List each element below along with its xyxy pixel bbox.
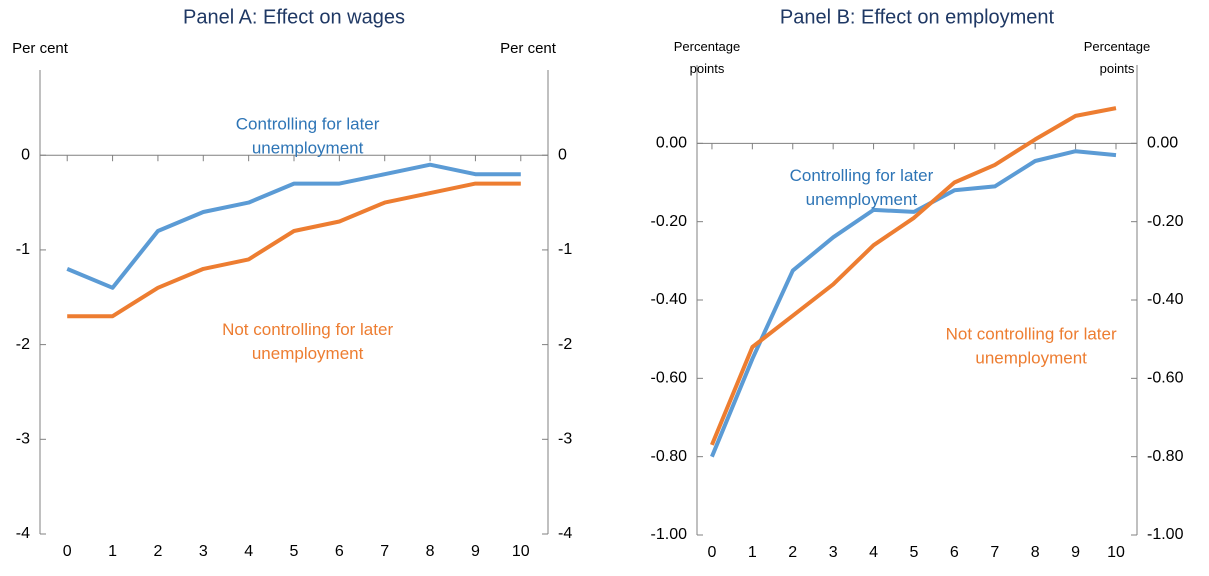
y-tick-label: -3 [16,431,30,448]
annotation: Controlling for later [790,166,934,185]
y-tick-label: 0.00 [656,135,687,152]
x-tick-label: 7 [380,543,389,560]
panel: Panel A: Effect on wages Per cent Per cent… [12,6,572,560]
x-tick-label: 10 [512,543,530,560]
x-tick-label: 9 [471,543,480,560]
x-tick-label: 4 [869,544,878,561]
y-axis-label: Per cent [12,40,69,57]
x-tick-label: 2 [153,543,162,560]
annotation: unemployment [252,344,364,363]
x-tick-label: 3 [829,544,838,561]
y2-tick-label: -1.00 [1147,526,1184,543]
x-tick-label: 0 [63,543,72,560]
x-tick-label: 6 [950,544,959,561]
y2-tick-label: -0.60 [1147,370,1184,387]
y2-tick-label: -4 [558,525,572,542]
y-tick-label: -4 [16,525,30,542]
annotation: Controlling for later [236,114,380,133]
series-line [67,181,521,319]
series-line [710,149,1117,458]
annotation: Not controlling for later [946,325,1117,344]
panel-title: Panel B: Effect on employment [780,6,1055,28]
y2-tick-label: -1 [558,241,572,258]
annotation: unemployment [975,349,1087,368]
series-line [710,106,1117,446]
x-tick-label: 8 [426,543,435,560]
x-tick-label: 6 [335,543,344,560]
panel-title: Panel A: Effect on wages [183,6,405,28]
y-tick-label: -0.60 [651,370,688,387]
y-tick-label: 0 [21,146,30,163]
panel: Panel B: Effect on employment Percentage p… [651,6,1184,561]
x-tick-label: 1 [108,543,117,560]
x-tick-label: 5 [290,543,299,560]
y2-tick-label: 0 [558,146,567,163]
annotation: unemployment [252,138,364,157]
x-tick-label: 5 [910,544,919,561]
x-tick-label: 7 [990,544,999,561]
x-tick-label: 3 [199,543,208,560]
y-tick-label: -1.00 [651,526,688,543]
y2-tick-label: -3 [558,431,572,448]
y-tick-label: -1 [16,241,30,258]
y2-axis-label: Per cent [500,40,557,57]
x-tick-label: 4 [244,543,253,560]
annotation: Not controlling for later [222,320,393,339]
y-tick-label: -2 [16,336,30,353]
x-tick-label: 2 [788,544,797,561]
x-tick-label: 9 [1071,544,1080,561]
y2-tick-label: -0.40 [1147,291,1184,308]
y-tick-label: -0.80 [651,448,688,465]
x-tick-label: 10 [1107,544,1125,561]
y-tick-label: -0.40 [651,291,688,308]
y2-tick-label: -2 [558,336,572,353]
y-axis-label: Percentage points [1084,39,1151,76]
x-tick-label: 1 [748,544,757,561]
series-line [66,162,521,290]
y2-tick-label: -0.20 [1147,213,1184,230]
y2-tick-label: -0.80 [1147,448,1184,465]
x-tick-label: 8 [1031,544,1040,561]
y2-tick-label: 0.00 [1147,135,1178,152]
y-tick-label: -0.20 [651,213,688,230]
x-tick-label: 0 [707,544,716,561]
y-axis-label: Percentage points [674,39,741,76]
annotation: unemployment [806,190,918,209]
